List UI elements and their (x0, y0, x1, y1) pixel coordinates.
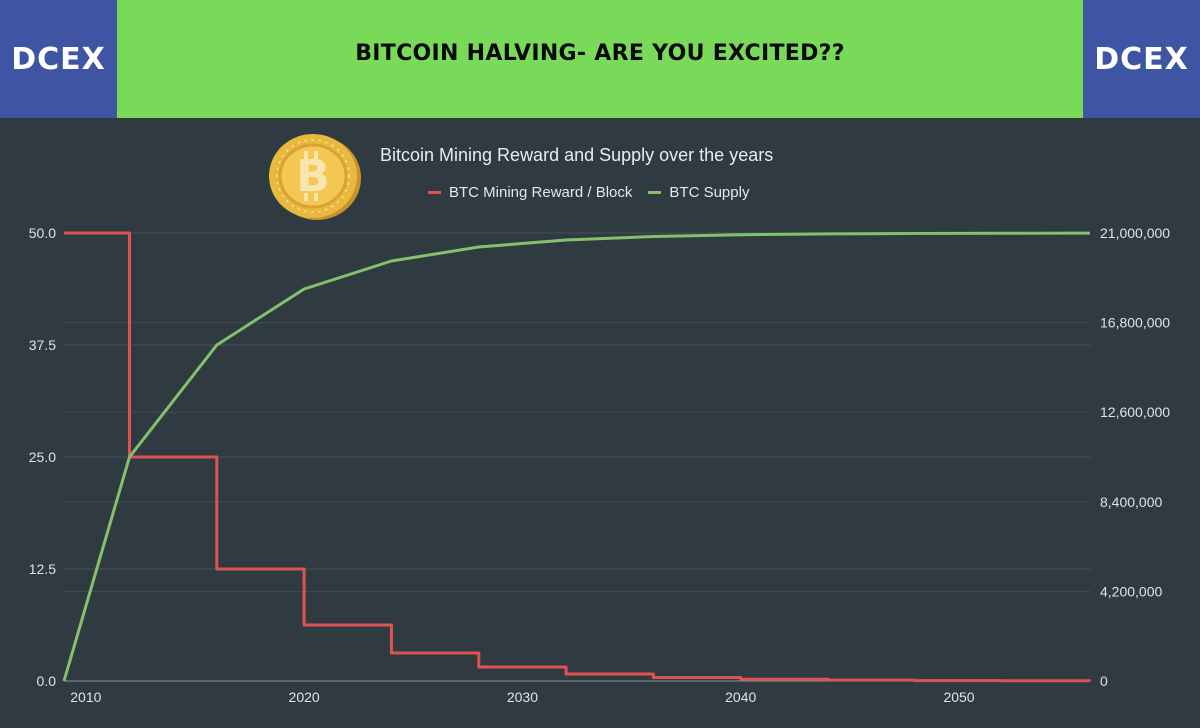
legend-label-supply: BTC Supply (669, 184, 750, 201)
legend-swatch-reward (428, 191, 441, 194)
x-tick-label: 2020 (289, 689, 320, 705)
title-panel: BITCOIN HALVING- ARE YOU EXCITED?? (117, 0, 1083, 118)
dcex-logo-text-right: DCEX (1094, 41, 1189, 77)
dcex-logo-right: DCEX (1083, 0, 1200, 118)
y-left-tick-label: 37.5 (29, 337, 56, 353)
y-right-tick-label: 12,600,000 (1100, 404, 1170, 420)
x-tick-label: 2050 (943, 689, 974, 705)
chart-svg: 0.0 12.5 25.0 37.5 50.0 0 4,200,000 8,400,000 12… (29, 225, 1171, 705)
y-left-tick-label: 0.0 (37, 673, 57, 689)
legend-item-reward: BTC Mining Reward / Block (428, 184, 632, 201)
y-right-tick-label: 4,200,000 (1100, 583, 1162, 599)
page-title: BITCOIN HALVING- ARE YOU EXCITED?? (355, 40, 845, 66)
legend-item-supply: BTC Supply (648, 184, 749, 201)
legend-label-reward: BTC Mining Reward / Block (449, 184, 633, 201)
dcex-logo-text-left: DCEX (11, 41, 106, 77)
y-right-tick-label: 8,400,000 (1100, 494, 1162, 510)
chart-area: 0.0 12.5 25.0 37.5 50.0 0 4,200,000 8,400,000 12… (0, 118, 1200, 728)
y-left-tick-label: 50.0 (29, 225, 56, 241)
bitcoin-coin-icon: B (269, 134, 361, 220)
y-right-tick-label: 21,000,000 (1100, 225, 1170, 241)
supply-series-line (62, 231, 1091, 682)
y-right-tick-label: 0 (1100, 673, 1108, 689)
x-tick-label: 2010 (70, 689, 101, 705)
reward-series-line (64, 231, 1092, 683)
banner: DCEX BITCOIN HALVING- ARE YOU EXCITED?? … (0, 0, 1200, 118)
y-left-tick-label: 25.0 (29, 449, 56, 465)
y-right-tick-label: 16,800,000 (1100, 315, 1170, 331)
svg-text:B: B (296, 151, 330, 202)
dcex-logo-left: DCEX (0, 0, 117, 118)
x-tick-label: 2040 (725, 689, 756, 705)
x-tick-label: 2030 (507, 689, 538, 705)
chart-legend: BTC Mining Reward / Block BTC Supply (428, 184, 765, 201)
y-left-tick-label: 12.5 (29, 561, 56, 577)
chart-title: Bitcoin Mining Reward and Supply over th… (380, 145, 774, 165)
legend-swatch-supply (648, 191, 662, 194)
